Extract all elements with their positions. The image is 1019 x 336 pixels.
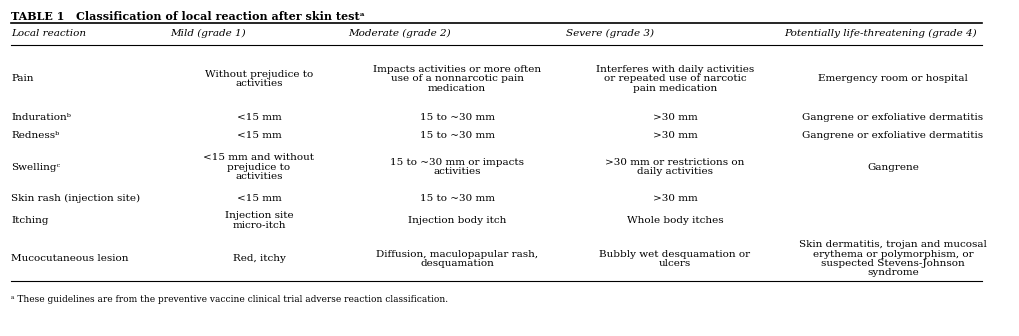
- Text: Gangrene or exfoliative dermatitis: Gangrene or exfoliative dermatitis: [802, 131, 982, 140]
- Text: Local reaction: Local reaction: [11, 29, 87, 38]
- Text: TABLE 1   Classification of local reaction after skin testᵃ: TABLE 1 Classification of local reaction…: [11, 11, 365, 23]
- Text: medication: medication: [428, 84, 486, 93]
- Text: micro-itch: micro-itch: [232, 221, 285, 229]
- Text: syndrome: syndrome: [866, 268, 918, 277]
- Text: erythema or polymorphism, or: erythema or polymorphism, or: [812, 250, 972, 259]
- Text: Moderate (grade 2): Moderate (grade 2): [347, 29, 450, 38]
- Text: Potentially life-threatening (grade 4): Potentially life-threatening (grade 4): [784, 29, 975, 38]
- Text: Without prejudice to: Without prejudice to: [205, 70, 313, 79]
- Text: activities: activities: [433, 167, 480, 176]
- Text: Swellingᶜ: Swellingᶜ: [11, 163, 60, 172]
- Text: ᵃ These guidelines are from the preventive vaccine clinical trial adverse reacti: ᵃ These guidelines are from the preventi…: [11, 295, 448, 304]
- Text: Diffusion, maculopapular rash,: Diffusion, maculopapular rash,: [376, 250, 538, 259]
- Text: 15 to ~30 mm or impacts: 15 to ~30 mm or impacts: [389, 158, 524, 167]
- Text: <15 mm: <15 mm: [236, 113, 281, 122]
- Text: <15 mm: <15 mm: [236, 194, 281, 203]
- Text: 15 to ~30 mm: 15 to ~30 mm: [419, 194, 494, 203]
- Text: Mild (grade 1): Mild (grade 1): [169, 29, 246, 38]
- Text: Impacts activities or more often: Impacts activities or more often: [373, 65, 541, 74]
- Text: use of a nonnarcotic pain: use of a nonnarcotic pain: [390, 74, 523, 83]
- Text: 15 to ~30 mm: 15 to ~30 mm: [419, 131, 494, 140]
- Text: Mucocutaneous lesion: Mucocutaneous lesion: [11, 254, 128, 263]
- Text: ulcers: ulcers: [658, 259, 691, 268]
- Text: Emergency room or hospital: Emergency room or hospital: [817, 74, 967, 83]
- Text: Gangrene: Gangrene: [866, 163, 918, 172]
- Text: activities: activities: [235, 172, 282, 181]
- Text: prejudice to: prejudice to: [227, 163, 290, 172]
- Text: suspected Stevens-Johnson: suspected Stevens-Johnson: [820, 259, 964, 268]
- Text: Red, itchy: Red, itchy: [232, 254, 285, 263]
- Text: daily activities: daily activities: [637, 167, 712, 176]
- Text: or repeated use of narcotic: or repeated use of narcotic: [603, 74, 746, 83]
- Text: Injection site: Injection site: [224, 211, 293, 220]
- Text: Bubbly wet desquamation or: Bubbly wet desquamation or: [599, 250, 750, 259]
- Text: Pain: Pain: [11, 74, 34, 83]
- Text: >30 mm: >30 mm: [652, 194, 697, 203]
- Text: Skin dermatitis, trojan and mucosal: Skin dermatitis, trojan and mucosal: [798, 240, 986, 249]
- Text: >30 mm or restrictions on: >30 mm or restrictions on: [604, 158, 744, 167]
- Text: Gangrene or exfoliative dermatitis: Gangrene or exfoliative dermatitis: [802, 113, 982, 122]
- Text: >30 mm: >30 mm: [652, 113, 697, 122]
- Text: Rednessᵇ: Rednessᵇ: [11, 131, 59, 140]
- Text: <15 mm: <15 mm: [236, 131, 281, 140]
- Text: Interferes with daily activities: Interferes with daily activities: [595, 65, 753, 74]
- Text: Whole body itches: Whole body itches: [626, 216, 722, 225]
- Text: Injection body itch: Injection body itch: [408, 216, 505, 225]
- Text: Severe (grade 3): Severe (grade 3): [566, 29, 653, 38]
- Text: desquamation: desquamation: [420, 259, 493, 268]
- Text: >30 mm: >30 mm: [652, 131, 697, 140]
- Text: activities: activities: [235, 79, 282, 88]
- Text: Skin rash (injection site): Skin rash (injection site): [11, 194, 141, 203]
- Text: Itching: Itching: [11, 216, 49, 225]
- Text: pain medication: pain medication: [632, 84, 716, 93]
- Text: Indurationᵇ: Indurationᵇ: [11, 113, 71, 122]
- Text: 15 to ~30 mm: 15 to ~30 mm: [419, 113, 494, 122]
- Text: <15 mm and without: <15 mm and without: [203, 153, 314, 162]
